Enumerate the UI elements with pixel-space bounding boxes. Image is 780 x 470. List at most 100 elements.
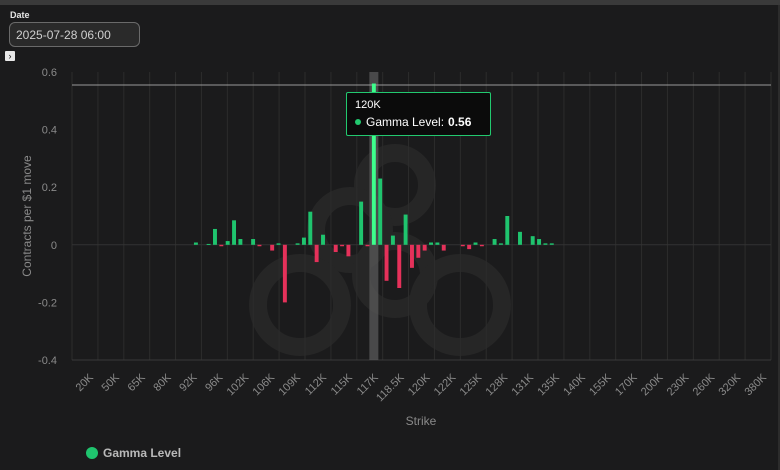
bar[interactable] [378,178,383,245]
bar[interactable] [467,244,472,250]
tooltip-series-label: Gamma Level: [366,115,445,129]
x-tick-label: 115K [329,371,356,398]
x-tick-label: 155K [587,371,614,398]
tooltip-value: 0.56 [448,115,472,129]
date-label: Date [10,10,30,20]
bar[interactable] [460,244,465,247]
bar[interactable] [416,244,421,258]
watermark-ring [249,254,351,356]
x-tick-label: 125K [458,371,485,398]
bar[interactable] [270,244,275,251]
bar[interactable] [206,243,211,245]
x-tick-label: 65K [125,371,148,394]
bar[interactable] [308,211,313,245]
bar[interactable] [397,244,402,288]
x-tick-label: 230K [665,371,692,398]
x-tick-label: 20K [74,371,97,394]
panel-edge [778,5,780,470]
x-tick-label: 380K [742,371,769,398]
y-tick-label: 0.6 [42,67,57,79]
watermark-ring [354,144,436,226]
chevron-right-icon[interactable]: › [5,51,15,61]
tooltip-title: 120K [355,99,381,111]
bar[interactable] [238,239,243,245]
y-tick-label: 0 [51,240,57,252]
bar[interactable] [479,244,484,247]
watermark-ring [307,187,393,273]
tooltip-row: Gamma Level: 0.56 [355,115,482,129]
x-tick-label: 112K [303,371,330,398]
legend-label: Gamma Level [103,446,182,460]
x-tick-label: 131K [509,371,536,398]
bar[interactable] [384,244,389,281]
bar[interactable] [441,244,446,251]
bar[interactable] [346,244,351,257]
watermark-logo [249,144,511,356]
bar[interactable] [333,244,338,252]
top-bar [0,0,780,5]
bar[interactable] [530,236,535,245]
x-tick-label: 320K [717,371,744,398]
y-tick-label: -0.2 [38,297,57,309]
date-input[interactable] [9,22,140,47]
legend-item-gamma-level[interactable]: Gamma Level [86,446,181,460]
bar[interactable] [282,244,287,303]
bar[interactable] [518,231,522,245]
bar[interactable] [429,242,434,245]
y-tick-label: 0.2 [42,182,57,194]
bar[interactable] [403,214,408,245]
bar[interactable] [301,237,306,245]
x-tick-label: 96K [203,371,226,394]
x-tick-label: 92K [177,371,200,394]
bar[interactable] [422,244,427,251]
x-axis-ticks: 20K 50K 65K 80K 92K 96K 102K 106K 109K 112K 115K 11… [74,371,770,404]
bar[interactable] [276,243,281,245]
bar[interactable] [213,228,217,245]
x-tick-label: 128K [484,371,511,398]
bar[interactable] [537,239,542,245]
bar[interactable] [295,243,300,245]
x-tick-label: 260K [691,371,718,398]
bar[interactable] [435,242,440,245]
bar[interactable] [505,216,510,245]
bar[interactable] [225,241,230,245]
x-tick-label: 200K [639,371,666,398]
x-tick-label: 109K [276,371,303,398]
bar[interactable] [473,242,478,245]
bar[interactable] [543,243,548,245]
bar[interactable] [257,244,262,247]
bar[interactable] [219,244,224,247]
bar[interactable] [251,239,256,245]
bar[interactable] [314,244,319,263]
x-tick-label: 118.5K [374,371,407,404]
legend-dot-icon [86,447,98,459]
x-tick-label: 80K [151,371,174,394]
bar[interactable] [359,201,364,245]
bar[interactable] [340,244,345,247]
bar[interactable] [492,239,497,245]
chart-bars [193,83,554,303]
bar[interactable] [409,244,414,268]
bar[interactable] [371,83,376,245]
x-tick-label: 102K [225,371,252,398]
x-tick-label: 122K [432,371,459,398]
bar[interactable] [498,243,503,245]
bar[interactable] [232,220,237,245]
x-tick-label: 120K [406,371,433,398]
chart-tooltip: 120K Gamma Level: 0.56 [346,92,491,136]
y-tick-label: -0.4 [38,355,57,367]
y-axis-ticks: 0.6 0.4 0.2 0 -0.2 -0.4 [38,67,57,367]
bar[interactable] [390,235,395,245]
series-dot-icon [355,119,361,125]
x-tick-label: 170K [613,371,640,398]
bar[interactable] [365,244,370,247]
bar[interactable] [321,234,325,245]
y-axis-title: Contracts per $1 move [20,155,34,277]
x-tick-label: 106K [251,371,278,398]
bar[interactable] [193,242,198,245]
x-axis-title: Strike [406,414,437,428]
bar[interactable] [549,243,554,245]
y-tick-label: 0.4 [42,125,57,137]
x-tick-label: 50K [100,371,123,394]
